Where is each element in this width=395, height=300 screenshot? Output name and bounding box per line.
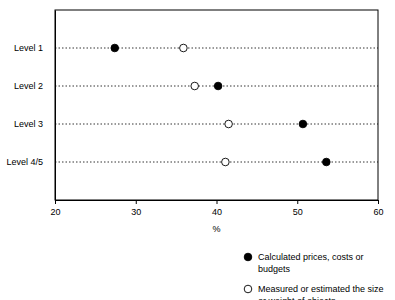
x-tick-label: 60 [373, 207, 383, 217]
series [180, 44, 233, 166]
x-tick-mark [217, 200, 218, 204]
marks [111, 44, 330, 166]
x-axis-title: % [212, 224, 220, 234]
x-tick-label: 40 [212, 207, 222, 217]
y-tick: Level 3 [14, 119, 55, 129]
x-tick: 40 [212, 200, 222, 217]
dot [111, 44, 119, 52]
dot [191, 82, 199, 90]
legend-label: Calculated prices, costs orbudgets [258, 252, 364, 274]
dot [222, 158, 230, 166]
y-tick-label: Level 4/5 [6, 157, 43, 167]
grid [55, 48, 378, 162]
grid-line [55, 48, 378, 49]
y-tick: Level 1 [14, 43, 55, 53]
legend-swatch [244, 285, 252, 293]
x-axis: 20 30 40 50 60 [50, 200, 383, 217]
x-tick-mark [297, 200, 298, 204]
grid-line [55, 124, 378, 125]
y-axis-line [55, 11, 56, 201]
x-tick: 50 [293, 200, 303, 217]
series [111, 44, 330, 166]
dot [299, 120, 307, 128]
x-tick-label: 20 [50, 207, 60, 217]
x-tick: 60 [373, 200, 383, 217]
dot [214, 82, 222, 90]
y-tick-label: Level 1 [14, 43, 43, 53]
legend: Calculated prices, costs orbudgets Measur… [244, 252, 383, 300]
x-tick-label: 50 [293, 207, 303, 217]
plot-frame [55, 10, 378, 200]
x-tick: 30 [131, 200, 141, 217]
y-tick-label: Level 2 [14, 81, 43, 91]
legend-label: Measured or estimated the sizeor weight … [258, 284, 384, 300]
dot [225, 120, 233, 128]
x-tick-mark [378, 200, 379, 204]
y-tick: Level 2 [14, 81, 55, 91]
dot [180, 44, 188, 52]
x-axis-line [56, 201, 379, 205]
x-tick-mark [55, 200, 56, 204]
x-tick-label: 30 [131, 207, 141, 217]
x-tick-mark [136, 200, 137, 204]
dot [323, 158, 331, 166]
y-tick: Level 4/5 [6, 157, 55, 167]
legend-swatch [244, 253, 252, 261]
x-tick: 20 [50, 200, 60, 217]
y-tick-label: Level 3 [14, 119, 43, 129]
chart: 20 30 40 50 60 Level 1 Level 2 Level 3 Level 4/5… [0, 0, 395, 300]
y-axis: Level 1 Level 2 Level 3 Level 4/5 [6, 11, 55, 201]
